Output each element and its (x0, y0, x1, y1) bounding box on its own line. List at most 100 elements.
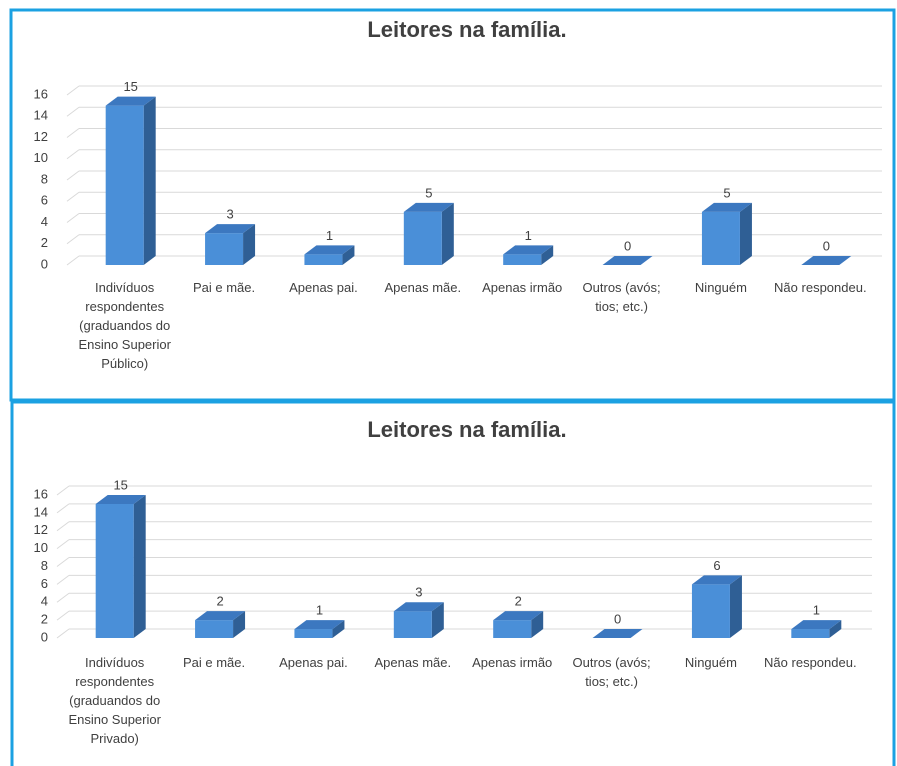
bar-side (332, 620, 345, 638)
grid-line (56, 539, 70, 550)
bar-top (592, 629, 643, 638)
grid-line (56, 557, 70, 567)
value-label: 3 (415, 585, 422, 600)
value-label: 1 (326, 228, 333, 243)
value-label: 15 (123, 79, 137, 94)
y-tick-label: 10 (34, 150, 48, 165)
y-tick-label: 4 (41, 214, 48, 229)
x-tick-label: Indivíduos respondentes (graduandos do E… (68, 655, 161, 746)
bar-top (95, 494, 146, 504)
grid-line (56, 521, 70, 532)
value-label: 0 (624, 238, 631, 253)
grid-line (66, 255, 80, 266)
bar-top (403, 202, 454, 212)
grid-line (66, 213, 80, 223)
chart-title: Leitores na família. (367, 17, 566, 42)
bar-top (493, 611, 544, 621)
y-tick-label: 6 (41, 576, 48, 591)
grid-line (56, 503, 70, 514)
value-label: 1 (316, 603, 323, 618)
bar (691, 584, 730, 638)
y-tick-label: 12 (34, 522, 48, 537)
bar (95, 503, 134, 638)
bar (493, 620, 532, 638)
bar-side (441, 202, 454, 265)
bar (503, 254, 542, 265)
bar-side (531, 611, 544, 638)
bar (294, 629, 333, 638)
value-label: 1 (813, 603, 820, 618)
grid-line (66, 191, 80, 202)
grid-line (66, 106, 80, 117)
bar-top (503, 245, 554, 255)
bar-top (801, 256, 852, 265)
x-tick-label: Apenas pai. (289, 280, 358, 295)
bar-side (829, 620, 842, 638)
x-tick-label: Apenas pai. (279, 655, 348, 670)
value-label: 5 (425, 185, 432, 200)
x-tick-label: Não respondeu. (774, 280, 867, 295)
y-tick-label: 2 (41, 235, 48, 250)
y-tick-label: 16 (34, 486, 48, 501)
y-tick-label: 12 (34, 129, 48, 144)
value-label: 2 (216, 594, 223, 609)
grid-line (66, 234, 80, 245)
bar-side (342, 245, 355, 265)
value-label: 3 (226, 207, 233, 222)
x-tick-label: Apenas irmão (482, 280, 563, 295)
chart-title: Leitores na família. (367, 417, 566, 442)
grid-line (56, 610, 70, 621)
x-tick-label: Ninguém (694, 280, 747, 295)
x-tick-label: Pai e mãe. (182, 655, 246, 670)
bar-top (393, 602, 444, 612)
y-tick-label: 0 (41, 256, 48, 271)
bar (791, 629, 830, 638)
bar-side (243, 224, 256, 265)
frame (9, 8, 896, 402)
value-label: 5 (723, 185, 730, 200)
x-tick-label: Outros (avós; tios; etc.) (572, 655, 651, 689)
grid-line (56, 592, 70, 603)
grid-line (56, 628, 70, 639)
x-tick-label: Indivíduos respondentes (graduandos do E… (78, 280, 171, 371)
y-tick-label: 14 (34, 504, 48, 519)
value-label: 6 (713, 558, 720, 573)
bar (701, 211, 740, 265)
bar-top (691, 575, 742, 585)
x-tick-label: Apenas irmão (472, 655, 553, 670)
bar-top (105, 96, 156, 106)
grid-line (56, 485, 70, 496)
value-label: 15 (113, 477, 127, 492)
bar (205, 233, 244, 265)
value-label: 2 (515, 594, 522, 609)
bar (304, 254, 343, 265)
bar-top (195, 611, 246, 621)
value-label: 0 (614, 611, 621, 626)
bar-top (791, 620, 842, 630)
y-tick-label: 2 (41, 612, 48, 627)
y-tick-label: 8 (41, 171, 48, 186)
y-tick-label: 0 (41, 629, 48, 644)
grid-line (66, 170, 80, 181)
y-tick-label: 10 (34, 540, 48, 555)
y-tick-label: 16 (34, 86, 48, 101)
x-tick-label: Ninguém (684, 655, 737, 670)
bar (195, 620, 234, 638)
value-label: 0 (823, 238, 830, 253)
bar-side (233, 611, 246, 638)
x-tick-label: Apenas mãe. (374, 655, 452, 670)
bar-top (602, 256, 653, 265)
y-tick-label: 8 (41, 558, 48, 573)
x-tick-label: Pai e mãe. (192, 280, 256, 295)
bar-side (133, 494, 146, 638)
x-tick-label: Não respondeu. (764, 655, 857, 670)
bar-top (701, 202, 752, 212)
value-label: 1 (525, 228, 532, 243)
y-tick-label: 6 (41, 193, 48, 208)
bar-side (541, 245, 554, 265)
bar-side (729, 575, 742, 638)
bar (105, 105, 144, 265)
grid-line (66, 85, 80, 96)
